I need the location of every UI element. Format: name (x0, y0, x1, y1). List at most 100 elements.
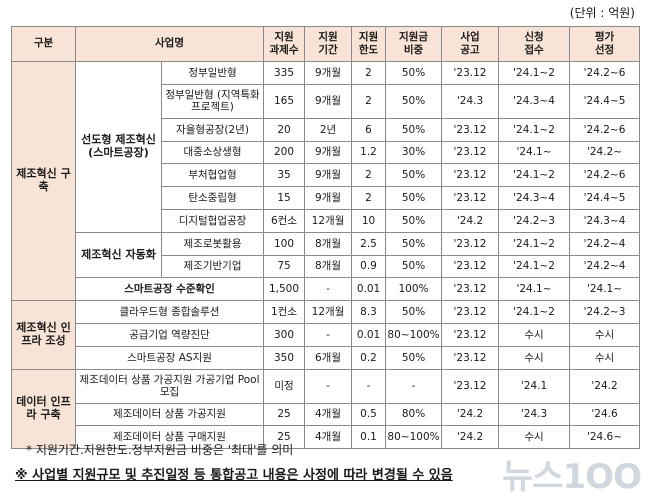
program-name: 스마트공장 AS지원 (74, 345, 265, 370)
cell-apply: '24.1~2 (498, 300, 571, 324)
cell-ratio: 50% (385, 254, 443, 279)
cell-period: 4개월 (304, 402, 353, 427)
cell-ratio: 100% (385, 277, 443, 302)
header-apply: 신청 접수 (498, 26, 571, 62)
cell-period: - (304, 368, 353, 404)
group-infrastructure: 제조혁신 인프라 조성 (11, 300, 76, 370)
header-row: 구분 사업명 지원 과제수 지원 기간 지원 한도 지원금 비중 사업 공고 신청 접수 평… (11, 26, 641, 62)
cell-ratio: 50% (385, 231, 443, 256)
cell-period: 12개월 (304, 300, 353, 324)
cell-tasks: 25 (263, 402, 306, 427)
cell-ratio: 50% (385, 83, 443, 119)
cell-tasks: 350 (263, 345, 306, 370)
cell-limit: 0.5 (351, 402, 387, 427)
program-name: 제조로봇활용 (160, 231, 265, 256)
cell-apply: '24.3~4 (498, 186, 571, 210)
cell-ratio: - (385, 368, 443, 404)
cell-limit: 2 (351, 83, 387, 119)
cell-apply: '24.2~3 (498, 208, 571, 233)
table-row: 제조혁신 인프라 조성 클라우드형 종합솔루션 1컨소 12개월 8.3 50%… (11, 300, 641, 370)
cell-ratio: 50% (385, 117, 443, 142)
table-row: 제조혁신 자동화 제조로봇활용 100 8개월 2.5 50% '23.12 '… (12, 231, 641, 279)
cell-select: '24.6~ (569, 425, 641, 450)
cell-period: - (304, 277, 353, 302)
cell-tasks: 6컨소 (263, 208, 306, 233)
cell-select: 수시 (569, 322, 641, 347)
cell-ratio: 80~100% (385, 322, 443, 347)
header-select: 평가 선정 (569, 26, 641, 62)
cell-period: 9개월 (304, 163, 353, 188)
table-row: 제조기반기업 75 8개월 0.9 50% '23.12 '24.1~2 '24… (12, 254, 641, 279)
header-announce: 사업 공고 (441, 26, 500, 62)
cell-ratio: 50% (385, 61, 443, 85)
cell-select: '24.2~ (569, 140, 641, 165)
cell-apply: '24.3 (498, 402, 571, 427)
cell-select: '24.2~4 (569, 231, 641, 256)
group-manufacturing-innovation: 제조혁신 구축 (11, 60, 76, 302)
cell-apply: '24.1~2 (498, 163, 571, 188)
cell-tasks: 1컨소 (263, 300, 306, 324)
cell-apply: '24.3~4 (498, 83, 571, 119)
cell-select: '24.2~6 (569, 163, 641, 188)
table-row: 데이터 인프라 구축 제조데이터 상품 가공지원 가공기업 Pool 모집 미정… (11, 368, 641, 450)
cell-select: '24.2~4 (569, 254, 641, 279)
cell-tasks: 300 (263, 322, 306, 347)
table-row: 공급기업 역량진단 300 - 0.01 80~100% '23.12 수시 수… (12, 322, 641, 347)
cell-announce: '24.3 (441, 83, 500, 119)
cell-limit: 10 (351, 208, 387, 233)
cell-ratio: 80% (385, 402, 443, 427)
unit-label: (단위 : 억원) (569, 6, 635, 20)
cell-tasks: 1,500 (263, 277, 306, 302)
cell-period: 6개월 (304, 345, 353, 370)
program-name: 정부일반형 (지역특화프로젝트) (160, 83, 265, 119)
cell-announce: '23.12 (441, 117, 500, 142)
cell-announce: '24.2 (441, 208, 500, 233)
cell-tasks: 335 (263, 61, 306, 85)
footnote-max-values: * 지원기간.지원한도.정부지원금 비중은 '최대'를 의미 (26, 443, 294, 457)
table-row: 제조데이터 상품 가공지원 25 4개월 0.5 80% '24.2 '24.3… (12, 402, 641, 427)
table-row: 탄소중립형 15 9개월 2 50% '23.12 '24.3~4 '24.4~… (12, 186, 641, 210)
program-name: 클라우드형 종합솔루션 (74, 300, 265, 324)
program-name: 제조기반기업 (160, 254, 265, 279)
cell-limit: 6 (351, 117, 387, 142)
cell-period: 8개월 (304, 254, 353, 279)
header-category: 구분 (11, 26, 76, 62)
cell-limit: - (351, 368, 387, 404)
cell-announce: '23.12 (441, 61, 500, 85)
cell-select: '24.2~6 (569, 61, 641, 85)
cell-apply: 수시 (498, 322, 571, 347)
cell-announce: '23.12 (441, 163, 500, 188)
program-name: 부처협업형 (160, 163, 265, 188)
cell-period: 9개월 (304, 61, 353, 85)
cell-period: 9개월 (304, 186, 353, 210)
program-name: 디지털협업공장 (160, 208, 265, 233)
cell-period: - (304, 322, 353, 347)
program-name: 제조데이터 상품 가공지원 가공기업 Pool 모집 (74, 368, 265, 404)
table-row: 디지털협업공장 6컨소 12개월 10 50% '24.2 '24.2~3 '2… (12, 208, 641, 233)
footnote-schedule-change: ※ 사업별 지원규모 및 추진일정 등 통합공고 내용은 사정에 따라 변경될 … (15, 468, 453, 483)
cell-apply: '24.1~2 (498, 254, 571, 279)
cell-apply: '24.1~2 (498, 117, 571, 142)
cell-announce: '23.12 (441, 368, 500, 404)
cell-ratio: 80~100% (385, 425, 443, 450)
cell-select: '24.2~3 (569, 300, 641, 324)
cell-announce: '23.12 (441, 300, 500, 324)
table-row: 스마트공장 AS지원 350 6개월 0.2 50% '23.12 수시 수시 (12, 345, 641, 370)
cell-apply: 수시 (498, 425, 571, 450)
cell-limit: 0.01 (351, 322, 387, 347)
cell-apply: '24.1~ (498, 277, 571, 302)
cell-limit: 0.01 (351, 277, 387, 302)
subgroup-automation: 제조혁신 자동화 (75, 231, 162, 279)
cell-period: 12개월 (304, 208, 353, 233)
cell-ratio: 50% (385, 208, 443, 233)
cell-period: 8개월 (304, 231, 353, 256)
cell-period: 9개월 (304, 83, 353, 119)
program-name: 공급기업 역량진단 (74, 322, 265, 347)
cell-select: '24.2~6 (569, 117, 641, 142)
cell-ratio: 30% (385, 140, 443, 165)
table-row: 스마트공장 수준확인 1,500 - 0.01 100% '23.12 '24.… (12, 277, 641, 302)
header-ratio: 지원금 비중 (385, 26, 443, 62)
cell-select: '24.4~5 (569, 186, 641, 210)
cell-limit: 0.9 (351, 254, 387, 279)
header-tasks: 지원 과제수 (263, 26, 306, 62)
